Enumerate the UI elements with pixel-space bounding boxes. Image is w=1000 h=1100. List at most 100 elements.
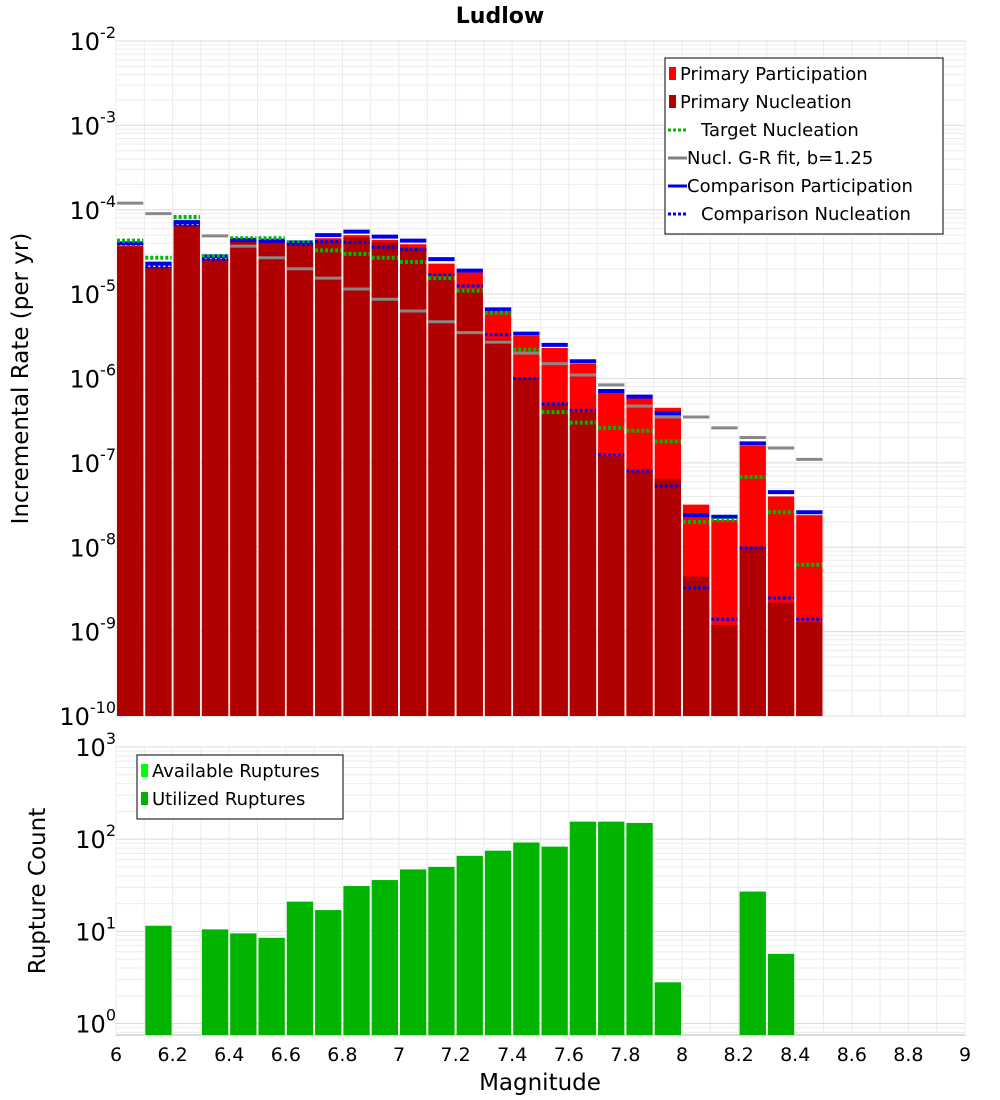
legend-label: Comparison Nucleation bbox=[701, 204, 911, 225]
y-tick-label: 10-6 bbox=[70, 361, 117, 394]
utilized-ruptures-bar bbox=[286, 901, 314, 1035]
primary-nucleation-bar bbox=[400, 248, 427, 717]
y-tick-label: 10-3 bbox=[70, 107, 117, 140]
primary-nucleation-bar bbox=[315, 240, 342, 717]
y-tick-label: 10-2 bbox=[70, 23, 117, 56]
utilized-ruptures-bar bbox=[145, 925, 172, 1035]
y-tick-label: 10-4 bbox=[70, 192, 117, 225]
primary-nucleation-bar bbox=[626, 471, 653, 716]
rate-legend: Primary Participation Primary Nucleation T… bbox=[664, 57, 944, 235]
utilized-ruptures-bar bbox=[343, 886, 370, 1035]
legend-swatch bbox=[141, 764, 148, 777]
primary-nucleation-bar bbox=[767, 602, 795, 716]
count-panel: 103 102 101 100 Rupture Count Available Rup… bbox=[25, 729, 966, 1038]
legend-label: Utilized Ruptures bbox=[152, 789, 305, 810]
x-tick-label: 8.8 bbox=[893, 1044, 923, 1066]
legend-label: Target Nucleation bbox=[700, 120, 859, 141]
legend-label: Available Ruptures bbox=[152, 761, 320, 782]
rate-y-ticks: 10-2 10-3 10-4 10-5 10-6 10-7 10-8 10-9 10-10 bbox=[59, 23, 116, 731]
y-tick-label: 10-5 bbox=[70, 276, 117, 309]
primary-nucleation-bar bbox=[683, 576, 710, 716]
count-legend: Available Ruptures Utilized Ruptures bbox=[136, 754, 344, 820]
utilized-ruptures-bar bbox=[484, 850, 512, 1035]
primary-nucleation-bar bbox=[456, 289, 483, 716]
primary-nucleation-bar bbox=[201, 259, 229, 716]
legend-swatch bbox=[669, 67, 676, 80]
x-tick-label: 8.6 bbox=[837, 1044, 867, 1066]
x-tick-label: 8 bbox=[676, 1044, 688, 1066]
x-tick-label: 8.2 bbox=[723, 1044, 753, 1066]
count-bars bbox=[145, 821, 795, 1035]
legend-box bbox=[664, 57, 944, 235]
y-tick-label: 10-7 bbox=[70, 445, 117, 478]
utilized-ruptures-bar bbox=[598, 821, 625, 1035]
y-tick-label: 103 bbox=[75, 729, 116, 762]
rate-y-axis-label: Incremental Rate (per yr) bbox=[8, 233, 34, 525]
primary-nucleation-bar bbox=[343, 237, 370, 716]
primary-nucleation-bar bbox=[145, 266, 172, 716]
x-tick-label: 6.4 bbox=[214, 1044, 244, 1066]
x-tick-label: 7 bbox=[393, 1044, 405, 1066]
count-y-axis-label: Rupture Count bbox=[25, 808, 51, 974]
x-tick-label: 6.2 bbox=[157, 1044, 187, 1066]
rate-marks bbox=[117, 201, 823, 621]
primary-nucleation-bar bbox=[371, 242, 398, 716]
legend-label: Primary Participation bbox=[680, 64, 868, 85]
legend-label: Comparison Participation bbox=[687, 176, 913, 197]
y-tick-label: 10-8 bbox=[70, 529, 117, 562]
primary-nucleation-bar bbox=[739, 547, 766, 716]
utilized-ruptures-bar bbox=[400, 869, 427, 1035]
x-axis-label: Magnitude bbox=[479, 1070, 601, 1096]
x-tick-label: 6.6 bbox=[271, 1044, 301, 1066]
utilized-ruptures-bar bbox=[654, 982, 681, 1035]
count-y-ticks: 103 102 101 100 bbox=[75, 729, 116, 1038]
utilized-ruptures-bar bbox=[428, 866, 455, 1035]
utilized-ruptures-bar bbox=[456, 855, 483, 1035]
rate-panel: 10-2 10-3 10-4 10-5 10-6 10-7 10-8 10-9 10-10 In… bbox=[8, 23, 966, 731]
utilized-ruptures-bar bbox=[201, 929, 229, 1035]
x-tick-label: 7.6 bbox=[554, 1044, 584, 1066]
utilized-ruptures-bar bbox=[626, 822, 653, 1035]
x-tick-label: 6 bbox=[110, 1044, 122, 1066]
primary-nucleation-bar bbox=[173, 224, 200, 716]
x-ticks: 6 6.2 6.4 6.6 6.8 7 7.2 7.4 7.6 7.8 8 8.2 8.4 8.6 8.8 9 bbox=[110, 1044, 971, 1066]
y-tick-label: 10-9 bbox=[70, 614, 117, 647]
primary-nucleation-bar bbox=[286, 244, 314, 717]
utilized-ruptures-bar bbox=[315, 910, 342, 1035]
chart-title: Ludlow bbox=[456, 4, 544, 29]
utilized-ruptures-bar bbox=[767, 953, 795, 1035]
primary-nucleation-bar bbox=[428, 276, 455, 716]
y-tick-label: 102 bbox=[75, 821, 116, 854]
utilized-ruptures-bar bbox=[371, 880, 398, 1035]
legend-label: Primary Nucleation bbox=[680, 92, 852, 113]
x-tick-label: 8.4 bbox=[780, 1044, 810, 1066]
x-tick-label: 9 bbox=[959, 1044, 971, 1066]
legend-swatch bbox=[141, 792, 148, 805]
primary-nucleation-bar bbox=[484, 339, 512, 716]
primary-nucleation-bar bbox=[598, 456, 625, 716]
rate-bars bbox=[117, 224, 823, 717]
legend-swatch bbox=[669, 95, 676, 108]
utilized-ruptures-bar bbox=[258, 937, 285, 1035]
x-tick-label: 7.4 bbox=[497, 1044, 527, 1066]
x-tick-label: 6.8 bbox=[327, 1044, 357, 1066]
legend-box bbox=[136, 754, 344, 820]
primary-nucleation-bar bbox=[513, 378, 540, 716]
x-tick-label: 7.2 bbox=[440, 1044, 470, 1066]
count-grid bbox=[115, 746, 966, 1035]
primary-nucleation-bar bbox=[258, 242, 285, 716]
utilized-ruptures-bar bbox=[569, 821, 597, 1035]
utilized-ruptures-bar bbox=[513, 842, 540, 1035]
x-tick-label: 7.8 bbox=[610, 1044, 640, 1066]
primary-nucleation-bar bbox=[796, 622, 823, 716]
primary-nucleation-bar bbox=[654, 478, 681, 716]
y-tick-label: 101 bbox=[75, 913, 116, 946]
primary-nucleation-bar bbox=[230, 241, 257, 717]
primary-nucleation-bar bbox=[117, 246, 144, 716]
primary-nucleation-bar bbox=[569, 412, 597, 716]
primary-nucleation-bar bbox=[711, 624, 738, 716]
y-tick-label: 10-10 bbox=[59, 698, 116, 731]
primary-nucleation-bar bbox=[541, 403, 568, 716]
utilized-ruptures-bar bbox=[739, 891, 766, 1035]
